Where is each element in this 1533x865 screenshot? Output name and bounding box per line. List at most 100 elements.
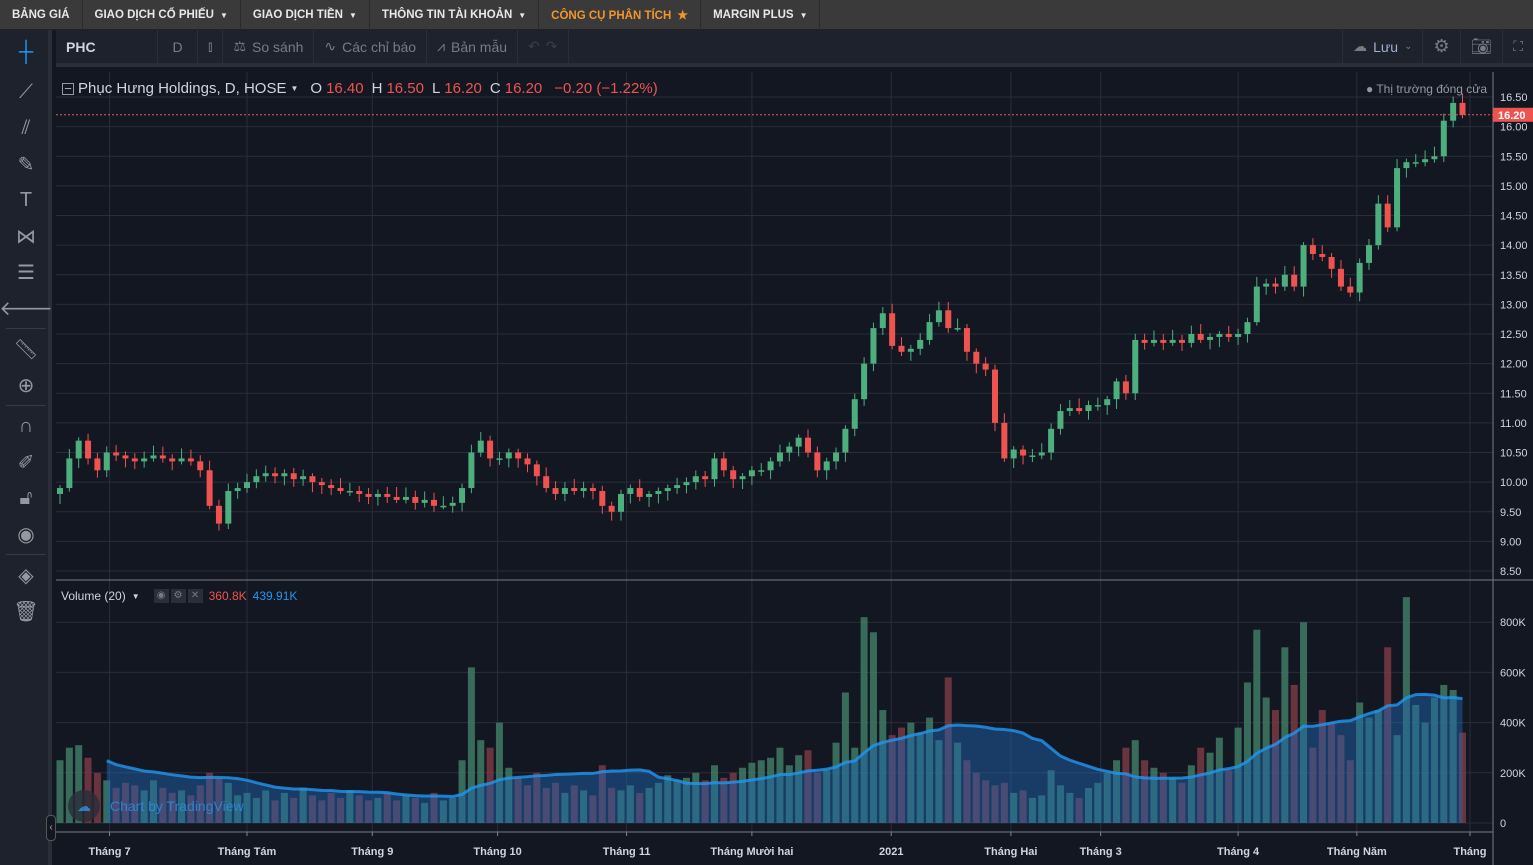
volume-bar xyxy=(907,722,915,823)
fib-tool-icon[interactable]: ⫽ xyxy=(21,116,31,139)
chart-type-button[interactable]: ⫾ xyxy=(198,28,224,65)
candle-body xyxy=(1263,283,1270,287)
volume-bar xyxy=(617,790,625,823)
candle-body xyxy=(1122,381,1129,394)
series-title[interactable]: Phục Hưng Holdings, D, HOSE xyxy=(78,80,287,97)
fullscreen-button[interactable]: ⛶ xyxy=(1503,28,1533,65)
text-tool-icon[interactable]: T xyxy=(19,188,33,211)
candle-body xyxy=(1366,245,1372,263)
visibility-icon[interactable]: ◉ xyxy=(153,589,169,603)
volume-bar xyxy=(262,790,270,823)
brush-icon[interactable]: ✎ xyxy=(17,153,35,176)
market-status: ● Thị trường đóng cửa xyxy=(1366,82,1487,96)
gear-icon[interactable]: ⚙ xyxy=(170,589,186,603)
time-tick-label: Tháng Tám xyxy=(218,846,277,858)
candle-body xyxy=(85,440,92,459)
collapse-toolbar-button[interactable]: ‹ xyxy=(46,815,56,841)
caret-down-icon[interactable]: ▼ xyxy=(131,591,140,601)
nav-item-4[interactable]: CÔNG CỤ PHÂN TÍCH ★ xyxy=(539,0,702,30)
volume-bar xyxy=(1459,732,1466,823)
chart-toolbar: PHC D ⫾ ⚖ So sánh ∿ Các chỉ báo ⩘ Bản mẫu ↶… xyxy=(56,28,1533,67)
volume-bar xyxy=(533,772,541,823)
time-tick-label: Tháng 11 xyxy=(603,846,651,858)
candle-body xyxy=(702,476,709,480)
change-value: −0.20 (−1.22%) xyxy=(554,80,658,97)
candle-body xyxy=(1010,449,1017,459)
trash-icon[interactable]: 🗑︎ xyxy=(13,600,39,623)
volume-bar xyxy=(1309,747,1317,823)
candle-body xyxy=(309,476,316,483)
volume-bar xyxy=(234,795,242,823)
volume-bar xyxy=(888,735,896,823)
compare-button[interactable]: ⚖ So sánh xyxy=(223,28,315,65)
candle-body xyxy=(945,310,952,329)
unlock-icon[interactable]: 🔓︎ xyxy=(19,486,33,509)
settings-button[interactable]: ⚙ xyxy=(1423,28,1461,65)
candle-body xyxy=(524,458,531,465)
save-label: Lưu xyxy=(1373,38,1399,55)
collapse-legend-icon[interactable]: − xyxy=(62,82,74,95)
candle-body xyxy=(589,488,596,492)
open-value: 16.40 xyxy=(326,80,364,97)
lock-drawing-icon[interactable]: ✐ xyxy=(17,451,35,474)
nav-item-0[interactable]: BẢNG GIÁ xyxy=(0,0,83,30)
volume-bar xyxy=(318,800,326,823)
nav-item-2[interactable]: GIAO DỊCH TIỀN ▼ xyxy=(241,0,370,30)
zoom-in-icon[interactable]: ⊕ xyxy=(17,374,35,397)
pattern-tool-icon[interactable]: ⋈ xyxy=(16,225,36,248)
nav-item-3[interactable]: THÔNG TIN TÀI KHOẢN ▼ xyxy=(370,0,540,30)
volume-bar xyxy=(1094,782,1102,823)
volume-bar xyxy=(1141,760,1149,823)
layers-icon[interactable]: ◈ xyxy=(18,564,34,587)
volume-bar xyxy=(795,755,803,823)
candle-body xyxy=(748,470,755,477)
ruler-icon[interactable]: 📏︎ xyxy=(13,338,39,361)
volume-title[interactable]: Volume (20) xyxy=(61,589,126,603)
close-value: 16.20 xyxy=(504,80,543,97)
candle-body xyxy=(122,455,129,459)
candle-body xyxy=(1356,262,1363,293)
volume-bar xyxy=(757,760,765,823)
save-button[interactable]: ☁ Lưu ⌄ xyxy=(1342,28,1424,65)
time-tick-label: Tháng 10 xyxy=(473,846,521,858)
volume-bar xyxy=(739,767,747,823)
volume-bar xyxy=(1449,689,1457,823)
nav-label: CÔNG CỤ PHÂN TÍCH xyxy=(551,10,672,22)
back-arrow-icon[interactable]: 🡐 xyxy=(0,297,53,320)
trend-line-icon[interactable]: ⟋ xyxy=(19,80,33,103)
nav-item-5[interactable]: MARGIN PLUS ▼ xyxy=(701,0,821,30)
templates-button[interactable]: ⩘ Bản mẫu xyxy=(427,28,519,65)
magnet-icon[interactable]: ∩ xyxy=(18,414,34,437)
nav-item-1[interactable]: GIAO DỊCH CỔ PHIẾU ▼ xyxy=(83,0,241,30)
divider xyxy=(6,328,46,329)
candle-body xyxy=(533,464,540,477)
price-tick-label: 16.50 xyxy=(1500,92,1528,104)
candle-body xyxy=(1375,203,1382,246)
chevron-down-icon: ▼ xyxy=(349,11,357,20)
volume-bar xyxy=(1290,684,1298,823)
volume-bar xyxy=(1010,792,1018,823)
volume-bar xyxy=(767,757,775,823)
close-icon[interactable]: ✕ xyxy=(187,589,203,603)
prediction-tool-icon[interactable]: ☰ xyxy=(17,261,35,284)
volume-bar xyxy=(748,762,756,823)
tradingview-watermark[interactable]: ☁ Chart by TradingView xyxy=(68,790,244,822)
snapshot-button[interactable]: 📷︎ xyxy=(1461,28,1504,65)
nav-label: GIAO DỊCH CỔ PHIẾU xyxy=(94,9,214,21)
candle-body xyxy=(384,493,391,497)
crosshair-icon[interactable]: ┼ xyxy=(18,40,34,63)
volume-bar xyxy=(271,800,279,823)
caret-down-icon[interactable]: ▼ xyxy=(290,84,299,93)
symbol-search[interactable]: PHC xyxy=(56,28,158,65)
redo-icon[interactable]: ↷ xyxy=(545,38,558,54)
volume-bar xyxy=(168,792,176,823)
volume-bar xyxy=(1225,770,1233,823)
eye-icon[interactable]: ◉ xyxy=(17,523,35,546)
indicators-button[interactable]: ∿ Các chỉ báo xyxy=(314,28,428,65)
volume-bar xyxy=(430,792,438,823)
interval-button[interactable]: D xyxy=(158,28,198,65)
undo-icon[interactable]: ↶ xyxy=(528,38,540,54)
volume-bar xyxy=(1440,684,1448,823)
candle-body xyxy=(1309,245,1316,255)
